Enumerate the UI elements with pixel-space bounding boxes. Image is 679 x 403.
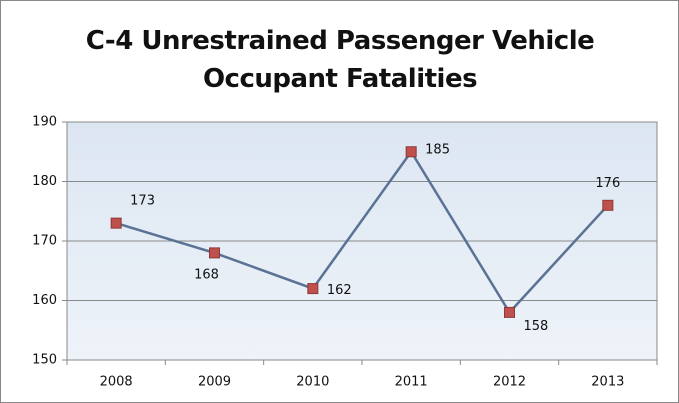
marker — [405, 146, 417, 158]
marker — [209, 247, 220, 259]
x-tick-label: 2012 — [493, 375, 526, 390]
data-label: 185 — [425, 142, 450, 157]
data-line — [115, 149, 609, 315]
x-tick-label: 2011 — [395, 375, 428, 390]
marker — [307, 283, 319, 295]
y-tick-label: 150 — [32, 353, 57, 368]
x-tick-label: 2008 — [100, 375, 133, 390]
data-label: 173 — [130, 194, 155, 209]
chart-title: C-4 Unrestrained Passenger Vehicle Occup… — [85, 26, 595, 94]
marker — [110, 217, 122, 229]
x-tick-label: 2010 — [296, 375, 329, 390]
x-tick-label: 2013 — [591, 375, 624, 390]
data-label: 176 — [595, 176, 620, 191]
y-tick-label: 160 — [32, 293, 57, 308]
data-label: 168 — [194, 267, 219, 282]
y-tick-label: 180 — [32, 174, 57, 189]
marker — [504, 306, 515, 318]
marker — [602, 199, 614, 211]
y-tick-label: 190 — [32, 115, 57, 130]
data-label: 162 — [327, 283, 352, 298]
y-tick-label: 170 — [32, 234, 57, 249]
data-label: 158 — [524, 319, 549, 334]
x-tick-label: 2009 — [198, 375, 231, 390]
